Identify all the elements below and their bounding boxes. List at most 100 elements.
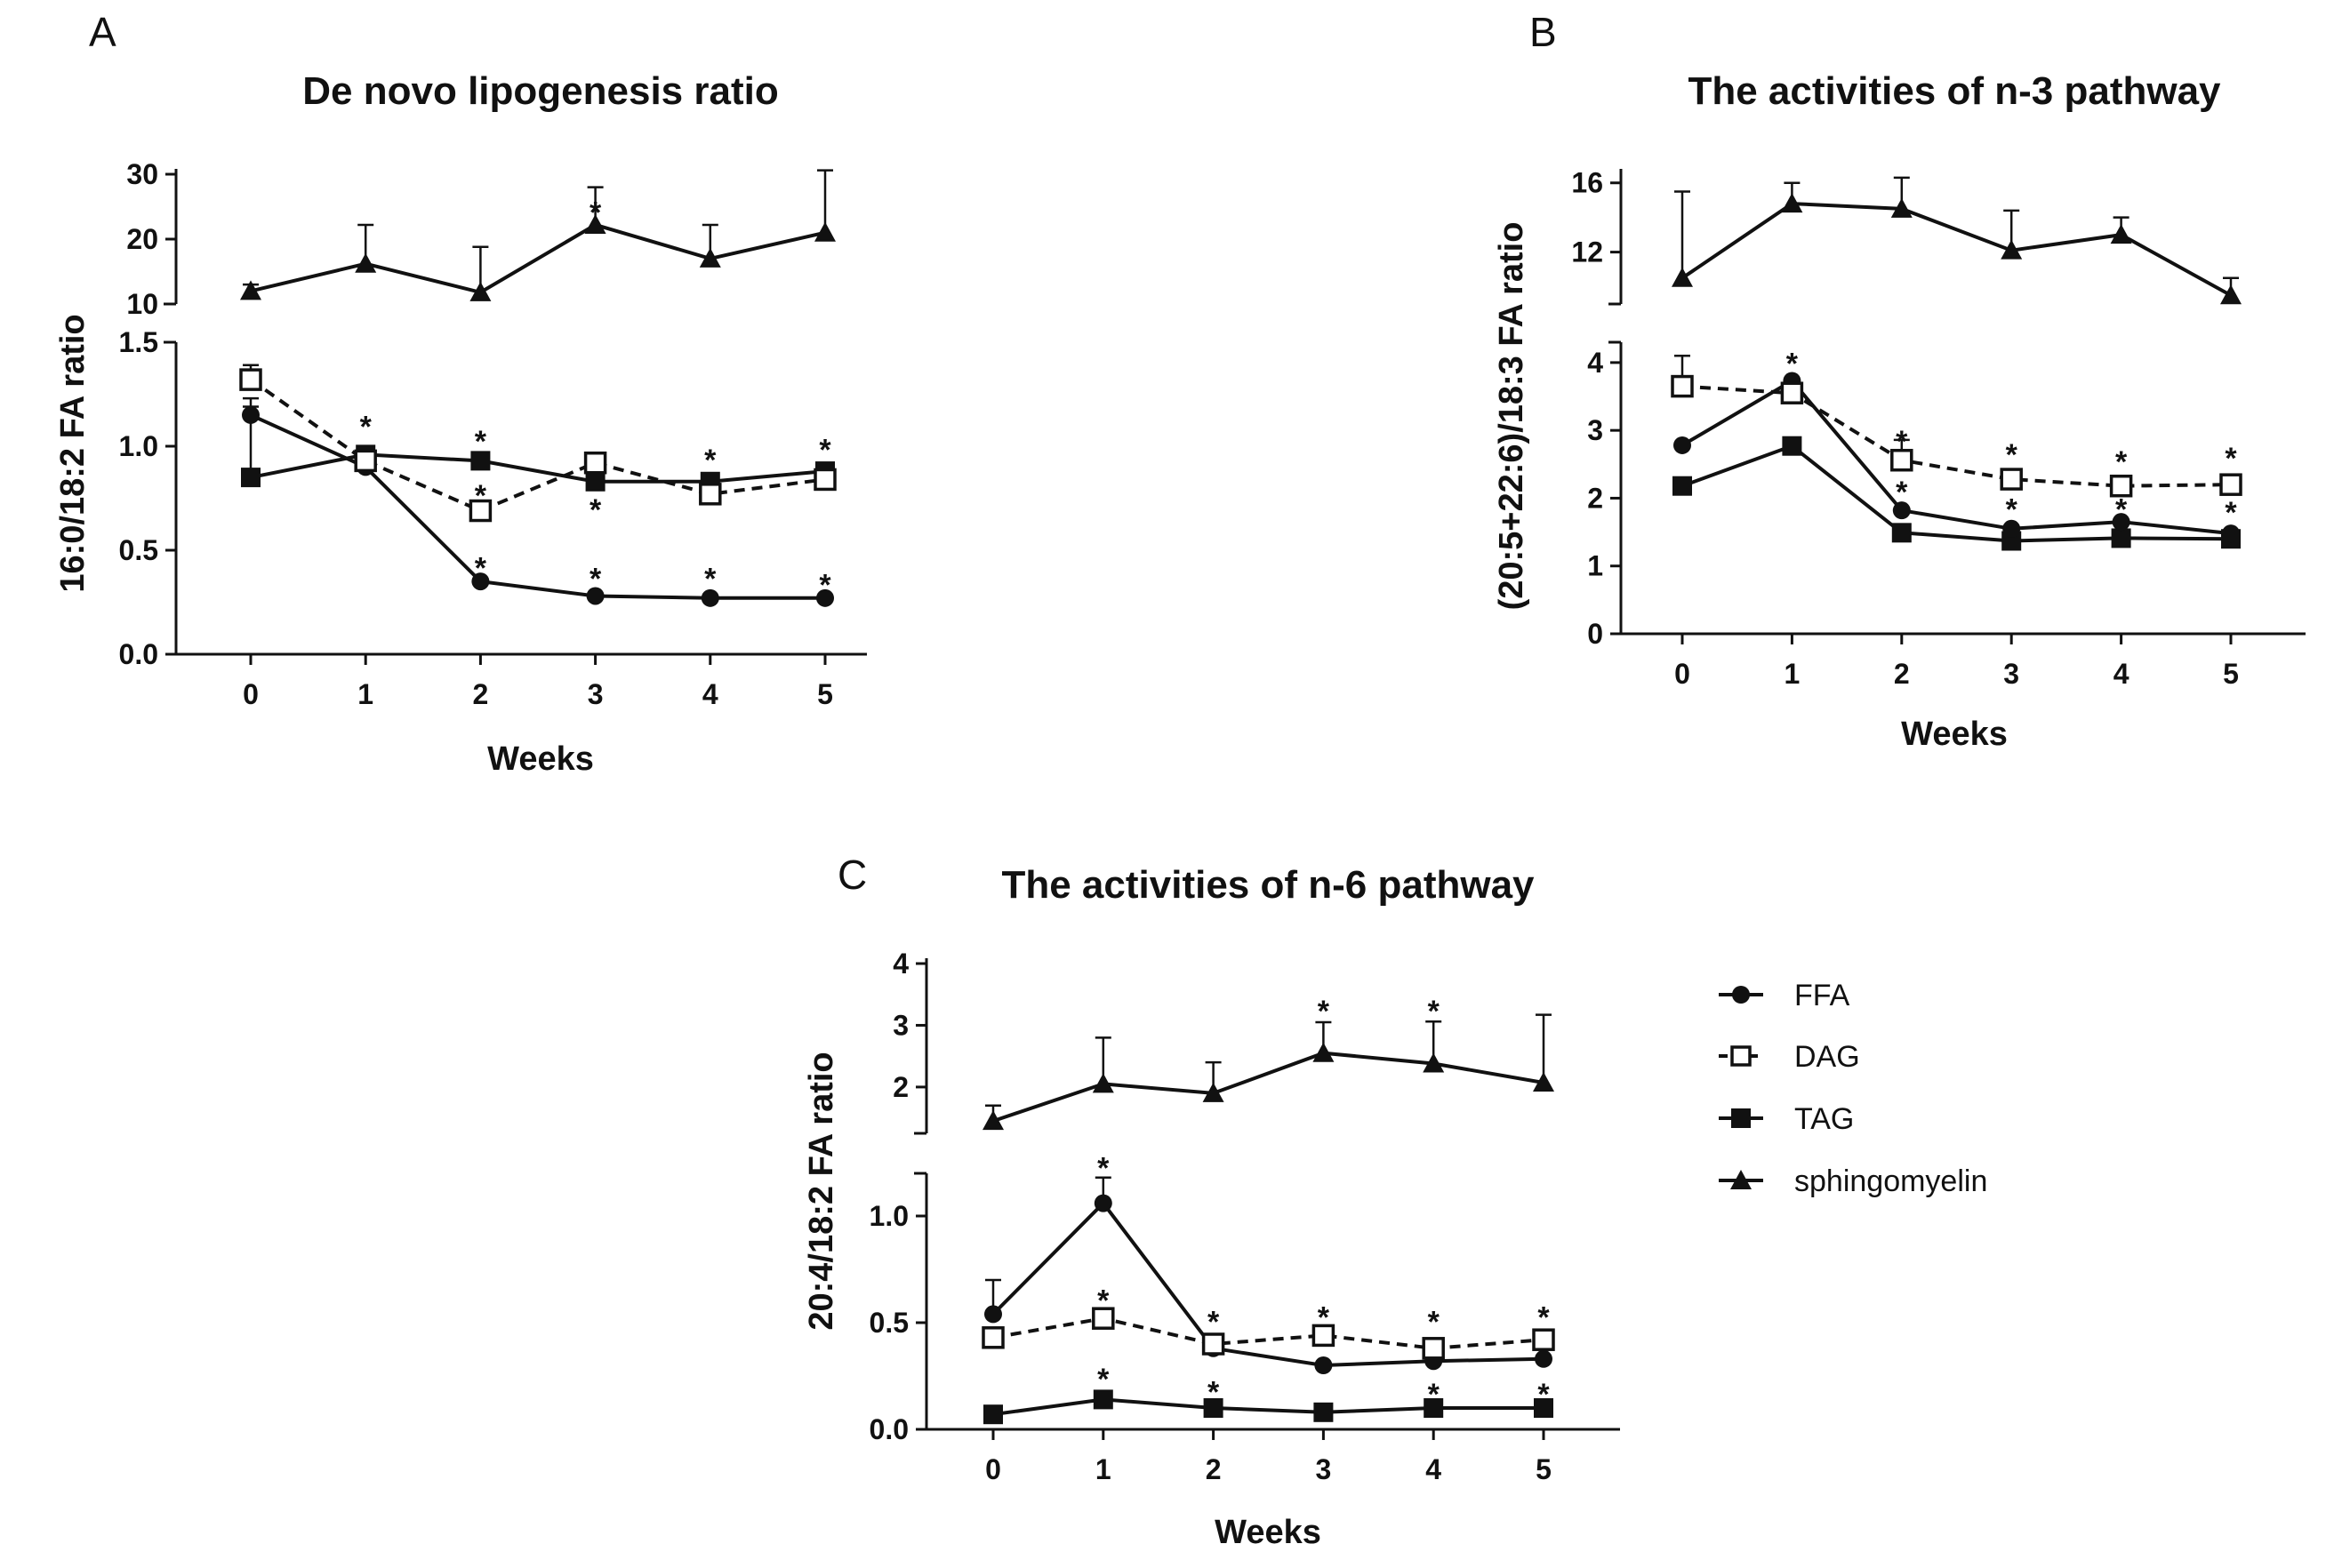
panel-a-title: De novo lipogenesis ratio: [302, 69, 778, 113]
panel-b-line-sphingomyelin: [1680, 202, 2232, 298]
panel-a-xtick-label: 3: [588, 678, 604, 710]
panel-c-point-dag: [1422, 1337, 1445, 1360]
panel-a-line-tag: [250, 452, 826, 484]
panel-c-significance-marker: *: [1537, 1301, 1550, 1335]
legend-entry-dag: DAG: [1719, 1040, 1860, 1074]
panel-a-point-dag: [583, 451, 607, 475]
panel-a-point-sphingomyelin: [469, 281, 492, 301]
panel-a-point-tag: [585, 471, 606, 492]
panel-a-point-dag: [354, 449, 377, 473]
panel-b-point-tag: [1891, 523, 1912, 543]
panel-c-xtick-label: 0: [985, 1453, 1001, 1485]
panel-b-point-ffa: [2222, 524, 2240, 543]
panel-a-significance-marker: *: [360, 411, 373, 444]
panel-a-ytick-label-lower: 1.0: [119, 430, 158, 462]
panel-a-significance-marker: *: [475, 425, 487, 459]
panel-a-point-dag: [239, 368, 262, 391]
panel-c-line-sphingomyelin: [992, 1051, 1544, 1123]
panel-c-xtick-label: 4: [1425, 1453, 1441, 1485]
panel-a-ytick-label-upper: 30: [126, 158, 158, 190]
panel-c-significance-marker: *: [1428, 1378, 1440, 1412]
panel-b-significance-marker: *: [2006, 492, 2018, 526]
panel-c-point-sphingomyelin: [1312, 1042, 1335, 1062]
panel-c-point-tag: [1424, 1398, 1444, 1418]
legend-label-ffa: FFA: [1794, 979, 1850, 1012]
panel-b-point-dag: [2219, 473, 2242, 496]
panel-a-line-sphingomyelin: [250, 222, 826, 295]
panel-c-ytick-label-upper: 4: [893, 948, 909, 980]
panel-b-significance-marker: *: [2225, 442, 2237, 476]
panel-b-point-dag: [2000, 468, 2023, 491]
panel-a-point-dag: [699, 483, 722, 506]
panel-c-significance-marker: *: [1428, 995, 1440, 1028]
panel-b-point-tag: [1782, 436, 1802, 456]
panel-a-significance-marker: *: [475, 552, 487, 586]
panel-b-point-ffa: [1673, 436, 1691, 454]
panel-c-significance-marker: *: [1207, 1376, 1220, 1410]
panel-a-point-sphingomyelin: [814, 221, 836, 242]
panel-b-point-sphingomyelin: [2110, 224, 2132, 244]
panel-c-point-sphingomyelin: [1202, 1082, 1224, 1102]
panel-b-point-tag: [2111, 528, 2131, 548]
panel-c-point-tag: [1203, 1398, 1223, 1418]
legend-marker-ffa: [1732, 986, 1750, 1004]
panel-c-point-sphingomyelin: [1533, 1072, 1554, 1092]
panel-b-point-tag: [1672, 476, 1692, 496]
panel-b-point-dag: [2109, 474, 2133, 498]
panel-a-ytick-label-lower: 1.5: [119, 326, 158, 358]
panel-b-xtick-label: 2: [1894, 658, 1910, 690]
legend-marker-tag: [1731, 1108, 1751, 1128]
panel-a-xtick-label: 1: [357, 678, 373, 710]
panel-a-ytick-label-lower: 0.0: [119, 638, 158, 670]
panel-b-point-dag: [1671, 374, 1694, 398]
panel-a-xtick-label: 5: [817, 678, 833, 710]
panel-c-significance-marker: *: [1318, 995, 1330, 1028]
panel-b: B The activities of n-3 pathway Weeks (2…: [1493, 9, 2306, 753]
panel-c-point-tag: [1093, 1389, 1113, 1410]
panel-b-ytick-label-lower: 1: [1587, 550, 1603, 582]
panel-c-letter: C: [838, 852, 867, 898]
panel-b-significance-marker: *: [2115, 492, 2128, 526]
panel-a-point-tag: [470, 451, 491, 471]
panel-b-title: The activities of n-3 pathway: [1688, 69, 2221, 113]
panel-a-point-tag: [241, 468, 261, 488]
panel-a-significance-marker: *: [475, 479, 487, 513]
panel-c-ytick-label-lower: 1.0: [870, 1200, 909, 1232]
legend-label-dag: DAG: [1794, 1040, 1860, 1074]
panel-b-point-sphingomyelin: [1672, 267, 1693, 287]
panel-c-point-sphingomyelin: [1423, 1052, 1445, 1073]
panel-a-xlabel: Weeks: [487, 740, 594, 778]
panel-a-plot: 10 20 30 0.0 0.5 1.0 1.5 0 1 2 3 4 5 * * * * * * * * * * *: [119, 158, 867, 710]
panel-a-point-ffa: [816, 588, 834, 607]
panel-b-point-sphingomyelin: [2001, 239, 2023, 260]
panel-a-ytick-label-lower: 0.5: [119, 534, 158, 566]
panel-c-plot: 2 3 4 0.0 0.5 1.0 0 1 2 3 4 5 * * * * * * * * * * * *: [870, 948, 1620, 1485]
panel-b-significance-marker: *: [2115, 445, 2128, 479]
panel-c-point-ffa: [1314, 1356, 1333, 1374]
panel-b-xtick-label: 5: [2223, 658, 2239, 690]
panel-a-letter: A: [89, 9, 116, 55]
legend-label-sphingomyelin: sphingomyelin: [1794, 1164, 1987, 1198]
panel-b-point-dag: [1780, 381, 1804, 404]
panel-b-point-ffa: [1892, 501, 1911, 520]
panel-c-point-ffa: [1094, 1194, 1112, 1212]
panel-b-point-dag: [1890, 448, 1913, 472]
panel-a-point-ffa: [586, 587, 605, 605]
panel-a-ylabel: 16:0/18:2 FA ratio: [54, 314, 92, 592]
panel-b-line-dag: [1681, 384, 2232, 488]
legend-label-tag: TAG: [1794, 1102, 1854, 1136]
panel-c-ylabel: 20:4/18:2 FA ratio: [803, 1052, 840, 1330]
panel-b-significance-marker: *: [1786, 347, 1799, 380]
panel-c-point-dag: [1532, 1328, 1555, 1351]
legend-marker-sphingomyelin: [1730, 1170, 1752, 1189]
panel-c-significance-marker: *: [1428, 1305, 1440, 1339]
panel-c-point-dag: [1201, 1332, 1225, 1356]
panel-a-xtick-label: 2: [473, 678, 489, 710]
panel-a-ytick-label-upper: 10: [126, 288, 158, 320]
panel-b-point-sphingomyelin: [2220, 284, 2242, 305]
panel-c-significance-marker: *: [1207, 1305, 1220, 1339]
panel-a-point-sphingomyelin: [240, 280, 261, 300]
panel-b-significance-marker: *: [2225, 496, 2237, 530]
legend-entry-tag: TAG: [1719, 1102, 1854, 1136]
